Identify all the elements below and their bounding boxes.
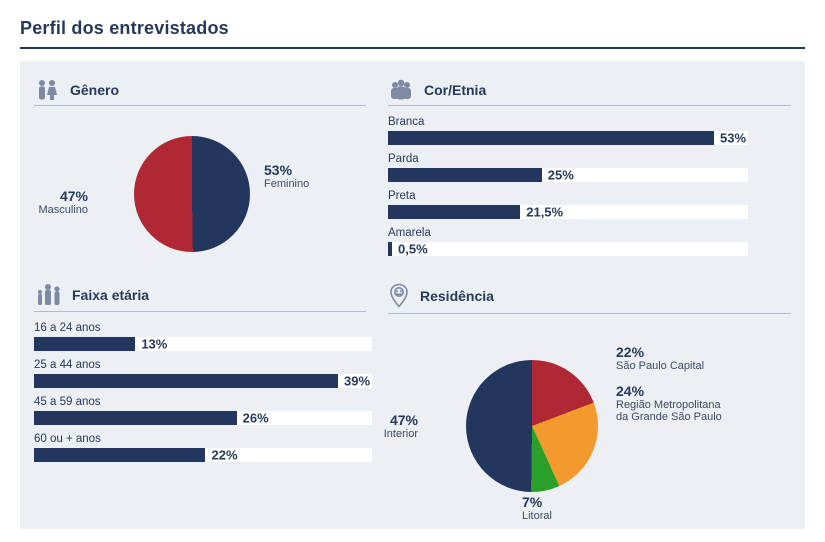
- bar-track: 25%: [388, 168, 748, 182]
- bar-label: Parda: [388, 153, 791, 165]
- residence-pie: [466, 360, 598, 492]
- residence-labels-right: 22%São Paulo Capital 24%Região Metropolit…: [616, 344, 722, 434]
- residence-label: 22%São Paulo Capital: [616, 344, 722, 373]
- bar-fill: [388, 205, 520, 219]
- infographic-root: Perfil dos entrevistados Gênero: [0, 0, 825, 542]
- bar-value: 21,5%: [526, 205, 563, 220]
- ethnicity-bars: Branca 53% Parda 25% Preta 21,5% Amarela 0,5%: [388, 116, 791, 256]
- section-age: Faixa etária 16 a 24 anos 13% 25 a 44 anos…: [30, 277, 370, 519]
- bar-row: Parda 25%: [388, 153, 791, 182]
- gender-pie-wrap: 47% Masculino 53% Feminino: [34, 116, 366, 266]
- bar-track: 22%: [34, 448, 372, 462]
- bar-track: 0,5%: [388, 242, 748, 256]
- page-title: Perfil dos entrevistados: [20, 18, 805, 39]
- section-title: Gênero: [70, 82, 119, 98]
- age-bars: 16 a 24 anos 13% 25 a 44 anos39% 45 a 59 an…: [34, 322, 366, 462]
- gender-label-feminino: 53% Feminino: [264, 162, 309, 191]
- bar-value: 13%: [141, 337, 167, 352]
- residence-label-litoral: 7% Litoral: [522, 494, 552, 523]
- section-header: Gênero: [34, 79, 366, 101]
- bar-track: 39%: [34, 374, 372, 388]
- bar-row: 25 a 44 anos39%: [34, 359, 366, 388]
- bar-track: 13%: [34, 337, 372, 351]
- section-title: Cor/Etnia: [424, 82, 486, 98]
- bar-track: 21,5%: [388, 205, 748, 219]
- bar-fill: [388, 168, 542, 182]
- bar-label: 16 a 24 anos: [34, 322, 366, 334]
- bar-value: 25%: [548, 168, 574, 183]
- bar-label: Preta: [388, 190, 791, 202]
- bar-fill: [34, 374, 338, 388]
- section-title: Residência: [420, 288, 494, 304]
- people-icon: [34, 79, 60, 101]
- bar-fill: [388, 131, 714, 145]
- group-icon: [388, 79, 414, 101]
- bar-label: 25 a 44 anos: [34, 359, 366, 371]
- section-residence: Residência 22%São Paulo Capital 24%Região…: [384, 277, 795, 519]
- section-ethnicity: Cor/Etnia Branca 53% Parda 25% Preta 21,5% Ama…: [384, 73, 795, 275]
- residence-pie-wrap: 22%São Paulo Capital 24%Região Metropolit…: [388, 324, 791, 510]
- bar-value: 22%: [211, 448, 237, 463]
- bar-fill: [34, 411, 237, 425]
- bar-value: 26%: [243, 411, 269, 426]
- bar-value: 0,5%: [398, 242, 428, 257]
- residence-label: 24%Região Metropolitana da Grande São Pa…: [616, 383, 722, 424]
- gender-label-masculino: 47% Masculino: [38, 188, 88, 217]
- bar-label: 60 ou + anos: [34, 433, 366, 445]
- bar-row: Amarela 0,5%: [388, 227, 791, 256]
- location-pin-icon: [388, 283, 410, 309]
- content-panel: Gênero 47% Masculino 53% Feminino: [20, 61, 805, 529]
- section-header: Cor/Etnia: [388, 79, 791, 101]
- section-rule: [34, 311, 366, 312]
- bar-label: Branca: [388, 116, 791, 128]
- section-title: Faixa etária: [72, 287, 149, 303]
- bar-track: 53%: [388, 131, 748, 145]
- bar-fill: [34, 337, 135, 351]
- gender-pie: [134, 136, 250, 252]
- bar-fill: [388, 242, 392, 256]
- bar-label: Amarela: [388, 227, 791, 239]
- section-gender: Gênero 47% Masculino 53% Feminino: [30, 73, 370, 275]
- bar-track: 26%: [34, 411, 372, 425]
- bar-label: 45 a 59 anos: [34, 396, 366, 408]
- title-rule: [20, 47, 805, 49]
- section-rule: [34, 105, 366, 106]
- bar-row: Preta 21,5%: [388, 190, 791, 219]
- bar-row: 16 a 24 anos 13%: [34, 322, 366, 351]
- bar-fill: [34, 448, 205, 462]
- bar-value: 53%: [720, 131, 746, 146]
- section-rule: [388, 105, 791, 106]
- bar-row: 45 a 59 anos 26%: [34, 396, 366, 425]
- section-rule: [388, 313, 791, 314]
- residence-label-interior: 47% Interior: [384, 412, 418, 441]
- bar-value: 39%: [344, 374, 370, 389]
- bar-row: 60 ou + anos 22%: [34, 433, 366, 462]
- grid: Gênero 47% Masculino 53% Feminino: [30, 73, 795, 519]
- section-header: Faixa etária: [34, 283, 366, 307]
- bar-row: Branca 53%: [388, 116, 791, 145]
- section-header: Residência: [388, 283, 791, 309]
- family-icon: [34, 283, 62, 307]
